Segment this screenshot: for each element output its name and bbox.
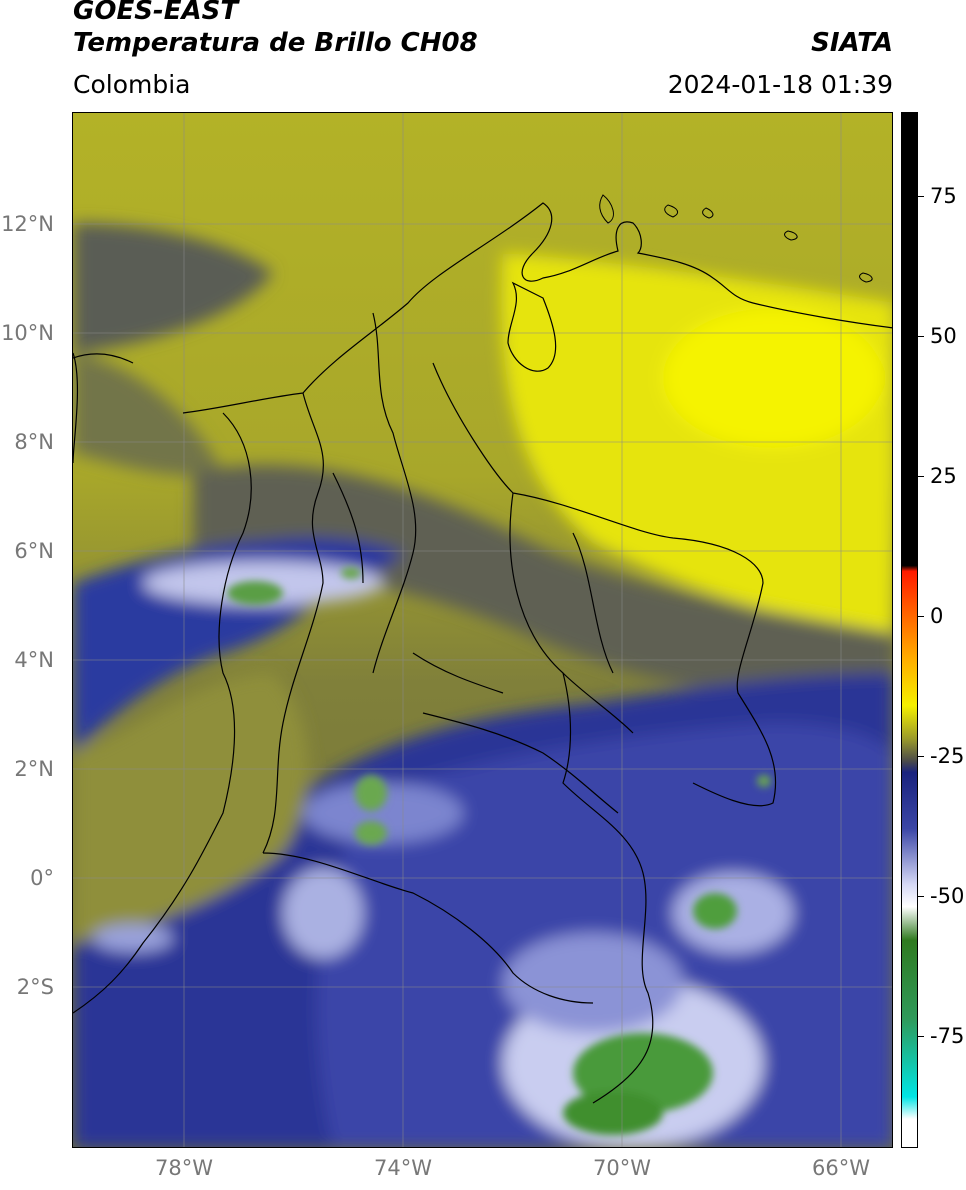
colorbar-label: -50 xyxy=(930,884,965,908)
colorbar-tick xyxy=(918,1036,924,1037)
satellite-map[interactable] xyxy=(72,112,893,1148)
lon-label-66w: 66°W xyxy=(812,1156,870,1180)
datetime-label: 2024-01-18 01:39 xyxy=(667,70,893,99)
colorbar-tick xyxy=(918,756,924,757)
lon-label-70w: 70°W xyxy=(593,1156,651,1180)
latitude-gridlines xyxy=(73,223,892,988)
colorbar-tick xyxy=(918,336,924,337)
colorbar-tick xyxy=(918,896,924,897)
cloud-top-field xyxy=(73,223,892,1147)
agency-label: SIATA xyxy=(811,28,893,58)
region-label: Colombia xyxy=(73,70,191,99)
colorbar-label: -75 xyxy=(930,1024,965,1048)
coastlines-and-borders xyxy=(73,202,892,1104)
map-canvas xyxy=(73,113,892,1147)
islands xyxy=(599,194,873,283)
lon-label-74w: 74°W xyxy=(374,1156,432,1180)
colorbar-label: -25 xyxy=(930,744,965,768)
lat-label-8n: 8°N xyxy=(14,430,54,454)
colorbar-label: 75 xyxy=(930,184,957,208)
colorbar xyxy=(901,112,918,1148)
title-satellite: GOES-EAST xyxy=(73,0,239,26)
lat-label-10n: 10°N xyxy=(1,321,54,345)
lat-label-6n: 6°N xyxy=(14,539,54,563)
colorbar-label: 25 xyxy=(930,464,957,488)
lat-label-12n: 12°N xyxy=(1,212,54,236)
title-product: Temperatura de Brillo CH08 xyxy=(73,28,478,58)
colorbar-label: 0 xyxy=(930,604,944,628)
lat-label-0: 0° xyxy=(30,866,54,890)
lat-label-4n: 4°N xyxy=(14,648,54,672)
colorbar-tick xyxy=(918,476,924,477)
colorbar-tick xyxy=(918,616,924,617)
lat-label-2n: 2°N xyxy=(14,757,54,781)
lon-label-78w: 78°W xyxy=(155,1156,213,1180)
colorbar-label: 50 xyxy=(930,324,957,348)
lat-label-2s: 2°S xyxy=(16,975,54,999)
colorbar-tick xyxy=(918,196,924,197)
longitude-gridlines xyxy=(183,113,842,1147)
